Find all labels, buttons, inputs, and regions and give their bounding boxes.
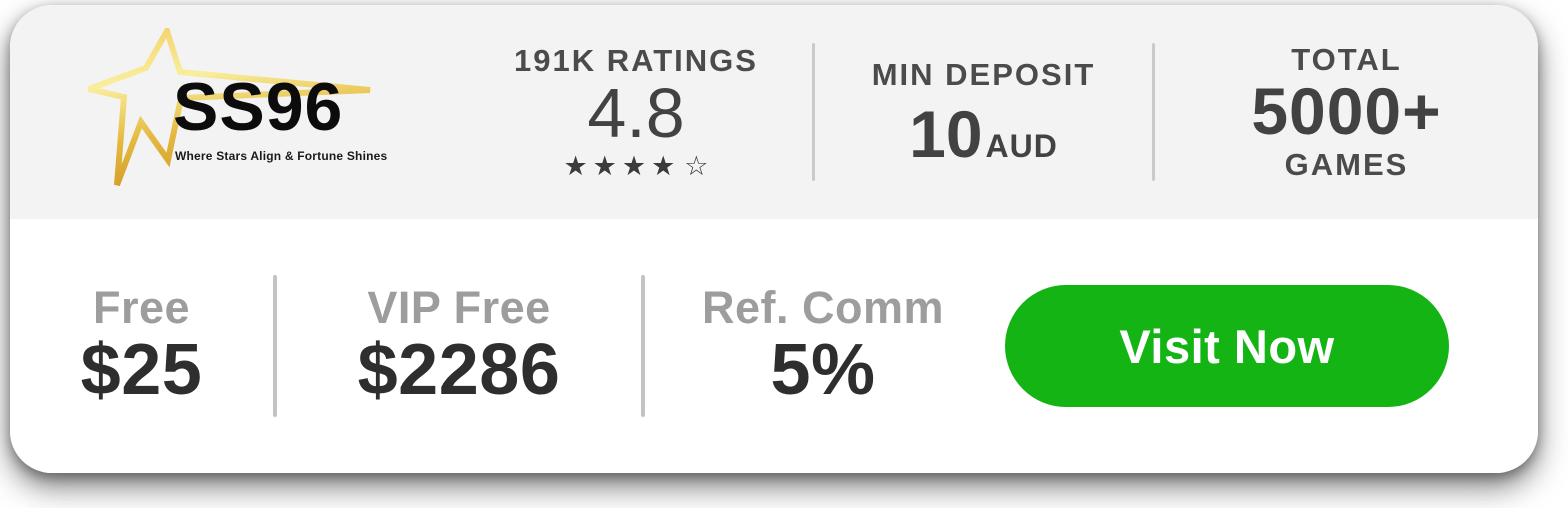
stars-filled: ★★★★ (563, 150, 681, 181)
divider-vertical (641, 275, 645, 417)
games-label: TOTAL (1291, 41, 1402, 77)
divider-vertical (1152, 43, 1155, 181)
brand-logo: SS96 Where Stars Align & Fortune Shines (10, 5, 460, 219)
games-value: 5000+ (1251, 74, 1442, 149)
brand-tagline: Where Stars Align & Fortune Shines (175, 149, 388, 163)
offers-strip: Free $25 VIP Free $2286 Ref. Comm 5% Vis… (10, 219, 1538, 473)
ratings-value: 4.8 (587, 74, 685, 153)
ratings-label: 191K RATINGS (514, 42, 758, 78)
casino-offer-card: SS96 Where Stars Align & Fortune Shines … (10, 5, 1538, 473)
deposit-amount: 10 AUD (909, 101, 1058, 167)
bonus-free-label: Free (92, 282, 191, 334)
bonus-vip-value: $2286 (357, 329, 561, 410)
deposit-value: 10 (909, 96, 983, 171)
visit-now-button[interactable]: Visit Now (1005, 285, 1449, 407)
gold-star-icon (88, 28, 371, 187)
bonus-ref-label: Ref. Comm (701, 282, 945, 334)
header-strip: SS96 Where Stars Align & Fortune Shines … (10, 5, 1538, 219)
bonus-ref-value: 5% (770, 329, 876, 410)
stat-min-deposit: MIN DEPOSIT 10 AUD (815, 5, 1152, 219)
bonus-ref-comm: Ref. Comm 5% (645, 283, 1001, 408)
star-empty-icon: ☆ (684, 150, 709, 181)
brand-name: SS96 (173, 69, 344, 145)
bonus-vip-label: VIP Free (367, 282, 551, 334)
deposit-label: MIN DEPOSIT (871, 57, 1096, 93)
bonus-free: Free $25 (10, 283, 273, 408)
divider-vertical (812, 43, 815, 181)
deposit-currency: AUD (985, 127, 1058, 164)
bonus-free-value: $25 (80, 329, 203, 410)
games-sublabel: GAMES (1284, 146, 1409, 182)
bonus-vip-free: VIP Free $2286 (277, 283, 641, 408)
cta-area: Visit Now (1001, 285, 1538, 407)
stat-ratings: 191K RATINGS 4.8 ★★★★ ☆ (460, 5, 812, 219)
rating-stars-icon: ★★★★ ☆ (563, 150, 709, 182)
divider-vertical (273, 275, 277, 417)
stat-total-games: TOTAL 5000+ GAMES (1155, 5, 1538, 219)
